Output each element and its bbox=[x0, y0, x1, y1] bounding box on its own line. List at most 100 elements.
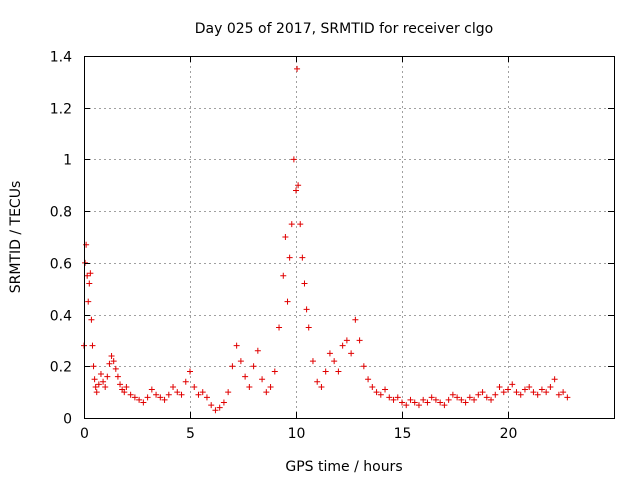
data-point bbox=[233, 342, 240, 349]
axis-ticks: 0 5 10 15 20 0 0.2 0.4 0.6 0.8 1 1.2 1.4 bbox=[50, 50, 614, 442]
data-point bbox=[131, 394, 138, 401]
data-point bbox=[492, 391, 499, 398]
data-point bbox=[551, 376, 558, 383]
data-point bbox=[483, 394, 490, 401]
data-point bbox=[394, 394, 401, 401]
data-point bbox=[267, 383, 274, 390]
data-point bbox=[254, 347, 261, 354]
data-point bbox=[114, 373, 121, 380]
data-point bbox=[282, 234, 289, 240]
data-point bbox=[356, 337, 363, 344]
data-point bbox=[225, 389, 232, 396]
data-point bbox=[100, 378, 107, 385]
data-point bbox=[399, 399, 405, 406]
data-point bbox=[85, 298, 92, 305]
data-point bbox=[411, 399, 418, 406]
data-point bbox=[246, 383, 253, 390]
data-point bbox=[242, 373, 249, 380]
data-point bbox=[318, 383, 325, 390]
data-point bbox=[108, 352, 115, 359]
data-point bbox=[263, 389, 270, 396]
data-point bbox=[543, 389, 550, 396]
data-point bbox=[229, 363, 236, 370]
y-tick-label: 1.4 bbox=[50, 50, 72, 66]
y-tick-label: 0.4 bbox=[50, 309, 72, 325]
data-point bbox=[90, 363, 97, 370]
data-points bbox=[81, 65, 571, 414]
data-point bbox=[89, 342, 96, 349]
y-tick-label: 0 bbox=[63, 412, 72, 428]
data-point bbox=[157, 394, 164, 401]
x-tick-label: 15 bbox=[394, 426, 412, 442]
data-point bbox=[153, 391, 160, 398]
data-point bbox=[526, 383, 533, 390]
data-point bbox=[276, 324, 283, 331]
data-point bbox=[432, 396, 439, 403]
data-point bbox=[87, 270, 94, 277]
data-point bbox=[121, 389, 128, 396]
y-tick-label: 1.2 bbox=[50, 102, 72, 118]
data-point bbox=[339, 342, 346, 349]
data-point bbox=[564, 394, 571, 401]
data-point bbox=[237, 358, 244, 365]
data-point bbox=[303, 306, 310, 313]
data-point bbox=[93, 389, 100, 396]
data-point bbox=[437, 399, 444, 406]
data-point bbox=[144, 394, 151, 401]
data-point bbox=[530, 389, 537, 396]
data-point bbox=[195, 391, 202, 398]
data-point bbox=[309, 358, 316, 365]
data-point bbox=[165, 391, 172, 398]
data-point bbox=[136, 396, 143, 403]
data-point bbox=[301, 280, 308, 287]
data-point bbox=[445, 396, 452, 403]
data-point bbox=[140, 399, 147, 406]
data-point bbox=[555, 391, 562, 398]
data-point bbox=[538, 386, 545, 393]
data-point bbox=[407, 396, 414, 403]
data-point bbox=[178, 391, 185, 398]
data-point bbox=[343, 337, 350, 344]
data-point bbox=[322, 368, 329, 375]
data-point bbox=[191, 383, 198, 390]
data-point bbox=[521, 386, 528, 393]
data-point bbox=[513, 389, 520, 396]
data-point bbox=[382, 386, 389, 393]
y-tick-label: 0.2 bbox=[50, 360, 72, 376]
data-point bbox=[441, 402, 448, 409]
x-tick-label: 0 bbox=[80, 426, 89, 442]
data-point bbox=[466, 394, 473, 401]
data-point bbox=[488, 396, 495, 403]
data-point bbox=[117, 381, 124, 388]
data-point bbox=[110, 358, 117, 365]
data-point bbox=[331, 358, 338, 365]
data-point bbox=[161, 396, 168, 403]
data-point bbox=[299, 254, 306, 261]
x-tick-label: 5 bbox=[186, 426, 195, 442]
data-point bbox=[112, 365, 119, 372]
data-point bbox=[471, 396, 478, 403]
data-point bbox=[390, 396, 397, 403]
data-point bbox=[386, 394, 393, 401]
data-point bbox=[86, 280, 93, 287]
data-point bbox=[335, 368, 342, 375]
data-point bbox=[271, 368, 278, 375]
data-point bbox=[403, 402, 410, 409]
data-point bbox=[305, 324, 312, 331]
chart-title: Day 025 of 2017, SRMTID for receiver clg… bbox=[195, 21, 493, 37]
data-point bbox=[95, 381, 102, 388]
data-point bbox=[148, 386, 155, 393]
data-point bbox=[127, 391, 134, 398]
data-point bbox=[420, 396, 427, 403]
data-point bbox=[295, 182, 302, 189]
data-point bbox=[259, 376, 266, 383]
data-point bbox=[220, 399, 227, 406]
data-point bbox=[104, 373, 111, 380]
data-point bbox=[314, 378, 321, 385]
data-point bbox=[123, 383, 130, 390]
y-tick-label: 0.8 bbox=[50, 205, 72, 221]
data-point bbox=[547, 383, 554, 390]
y-axis-label: SRMTID / TECUs bbox=[8, 181, 24, 294]
data-point bbox=[454, 394, 461, 401]
